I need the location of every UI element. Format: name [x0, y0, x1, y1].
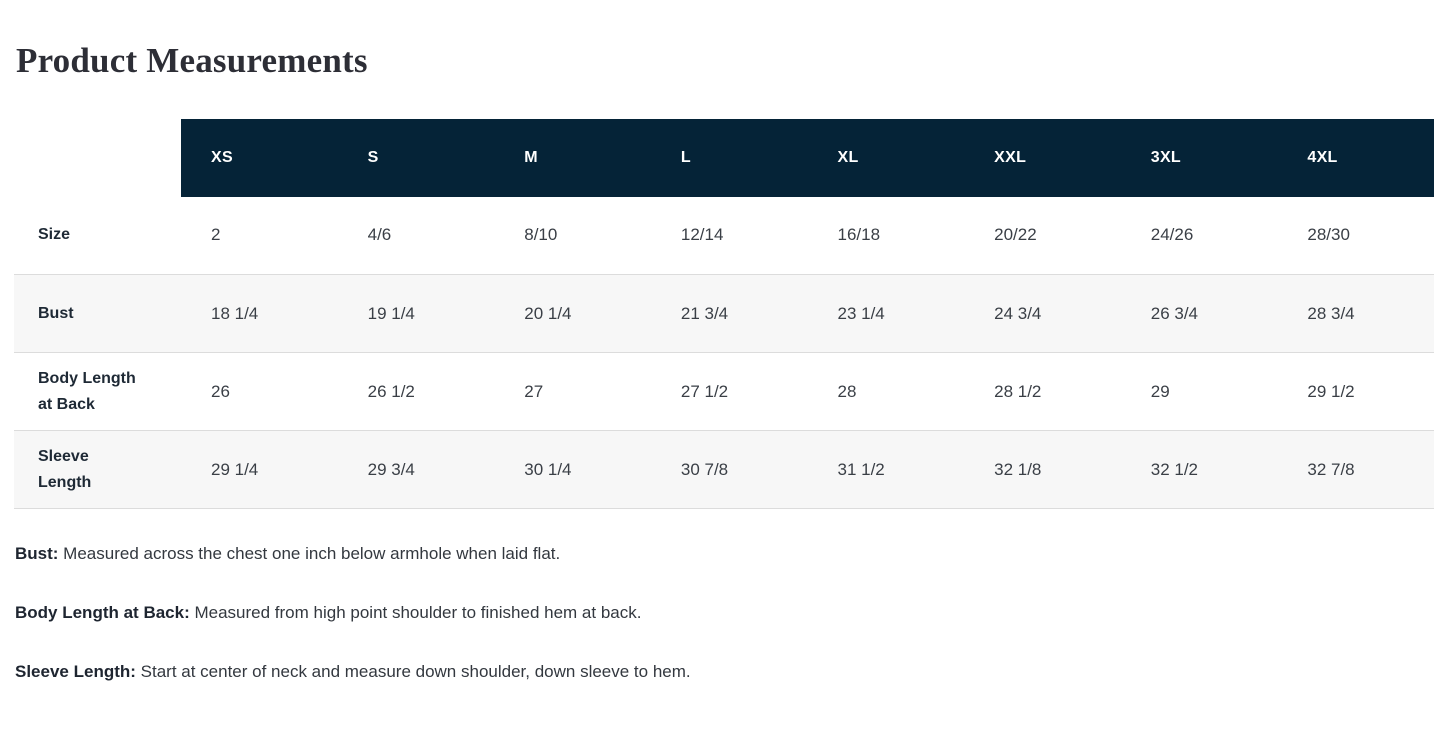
row-label: Bust	[14, 274, 181, 353]
measurement-cell: 30 1/4	[494, 430, 651, 509]
measurement-cell: 30 7/8	[650, 430, 808, 509]
measurement-cell: 24/26	[1120, 196, 1278, 275]
row-label: Body Length at Back	[14, 352, 181, 431]
measurement-cell: 28 1/2	[964, 352, 1121, 431]
size-column-header-3xl: 3XL	[1120, 118, 1278, 197]
measurement-cell: 29 1/2	[1277, 352, 1434, 431]
measurement-cell: 27	[494, 352, 651, 431]
note-body-length: Body Length at Back: Measured from high …	[15, 601, 1434, 625]
measurement-cell: 16/18	[807, 196, 965, 275]
measurement-cell: 2	[181, 196, 338, 275]
measurement-cell: 28/30	[1277, 196, 1434, 275]
measurement-cell: 26 3/4	[1120, 274, 1278, 353]
measurement-cell: 8/10	[494, 196, 651, 275]
table-row-body-length: Body Length at Back 26 26 1/2 27 27 1/2 …	[14, 352, 1434, 431]
note-term: Bust:	[15, 544, 59, 563]
size-column-header-xl: XL	[807, 118, 965, 197]
measurement-cell: 18 1/4	[181, 274, 338, 353]
size-column-header-m: M	[494, 118, 651, 197]
measurement-cell: 4/6	[337, 196, 495, 275]
size-column-header-xs: XS	[181, 118, 338, 197]
size-column-header-l: L	[650, 118, 808, 197]
measurement-cell: 32 7/8	[1277, 430, 1434, 509]
measurement-cell: 28	[807, 352, 965, 431]
note-term: Body Length at Back:	[15, 603, 190, 622]
note-text: Measured across the chest one inch below…	[58, 544, 561, 563]
measurement-cell: 29 3/4	[337, 430, 495, 509]
size-chart-header: XS S M L XL XXL 3XL 4XL	[14, 118, 1434, 197]
measurement-cell: 29 1/4	[181, 430, 338, 509]
note-term: Sleeve Length:	[15, 662, 136, 681]
measurement-cell: 26 1/2	[337, 352, 495, 431]
measurement-cell: 21 3/4	[650, 274, 808, 353]
size-chart-table: XS S M L XL XXL 3XL 4XL Size 2 4/6 8/10 …	[14, 118, 1434, 509]
table-row-bust: Bust 18 1/4 19 1/4 20 1/4 21 3/4 23 1/4 …	[14, 274, 1434, 353]
table-row-sleeve-length: Sleeve Length 29 1/4 29 3/4 30 1/4 30 7/…	[14, 430, 1434, 509]
measurement-cell: 32 1/2	[1120, 430, 1278, 509]
note-text: Start at center of neck and measure down…	[135, 662, 691, 681]
note-text: Measured from high point shoulder to fin…	[189, 603, 642, 622]
measurement-cell: 29	[1120, 352, 1278, 431]
note-bust: Bust: Measured across the chest one inch…	[15, 542, 1434, 566]
size-column-header-xxl: XXL	[964, 118, 1121, 197]
measurement-cell: 20 1/4	[494, 274, 651, 353]
size-column-header-s: S	[337, 118, 495, 197]
header-corner-cell	[14, 118, 181, 197]
measurement-cell: 24 3/4	[964, 274, 1121, 353]
measurement-cell: 28 3/4	[1277, 274, 1434, 353]
measurement-cell: 23 1/4	[807, 274, 965, 353]
measurement-cell: 31 1/2	[807, 430, 965, 509]
measurement-cell: 20/22	[964, 196, 1121, 275]
size-column-header-4xl: 4XL	[1277, 118, 1434, 197]
note-sleeve-length: Sleeve Length: Start at center of neck a…	[15, 660, 1434, 684]
measurement-cell: 27 1/2	[650, 352, 808, 431]
measurement-notes: Bust: Measured across the chest one inch…	[15, 542, 1434, 684]
table-row-size: Size 2 4/6 8/10 12/14 16/18 20/22 24/26 …	[14, 196, 1434, 275]
measurement-cell: 12/14	[650, 196, 808, 275]
measurement-cell: 19 1/4	[337, 274, 495, 353]
row-label: Size	[14, 196, 181, 275]
measurement-cell: 26	[181, 352, 338, 431]
page-title: Product Measurements	[16, 41, 368, 80]
measurement-cell: 32 1/8	[964, 430, 1121, 509]
row-label: Sleeve Length	[14, 430, 181, 509]
product-measurements-section: Product Measurements XS S M L XL XXL 3XL…	[0, 41, 1445, 684]
